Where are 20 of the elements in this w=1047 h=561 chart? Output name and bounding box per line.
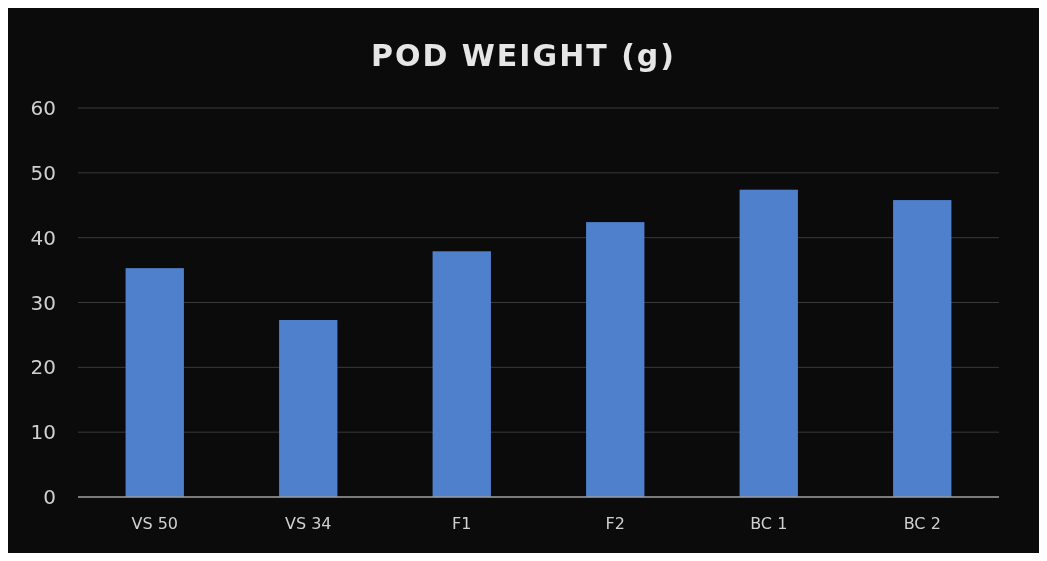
bar (125, 268, 184, 497)
bar (739, 189, 798, 497)
x-tick-label: BC 1 (750, 514, 788, 533)
x-tick-label: F2 (605, 514, 625, 533)
bar (432, 251, 491, 497)
bar (586, 222, 645, 497)
y-tick-label: 60 (30, 96, 56, 120)
y-tick-label: 30 (30, 290, 56, 315)
y-tick-label: 40 (30, 225, 56, 250)
bar (279, 320, 338, 497)
y-tick-label: 50 (30, 160, 56, 185)
y-tick-label: 0 (43, 485, 56, 509)
chart-title: POD WEIGHT (g) (370, 38, 677, 73)
y-tick-label: 20 (30, 355, 56, 380)
x-tick-label: F1 (452, 514, 472, 533)
y-tick-label: 10 (30, 420, 56, 445)
bar (893, 200, 952, 497)
x-tick-label: VS 34 (284, 514, 332, 533)
x-tick-label: BC 2 (903, 514, 941, 533)
x-tick-label: VS 50 (131, 514, 179, 533)
